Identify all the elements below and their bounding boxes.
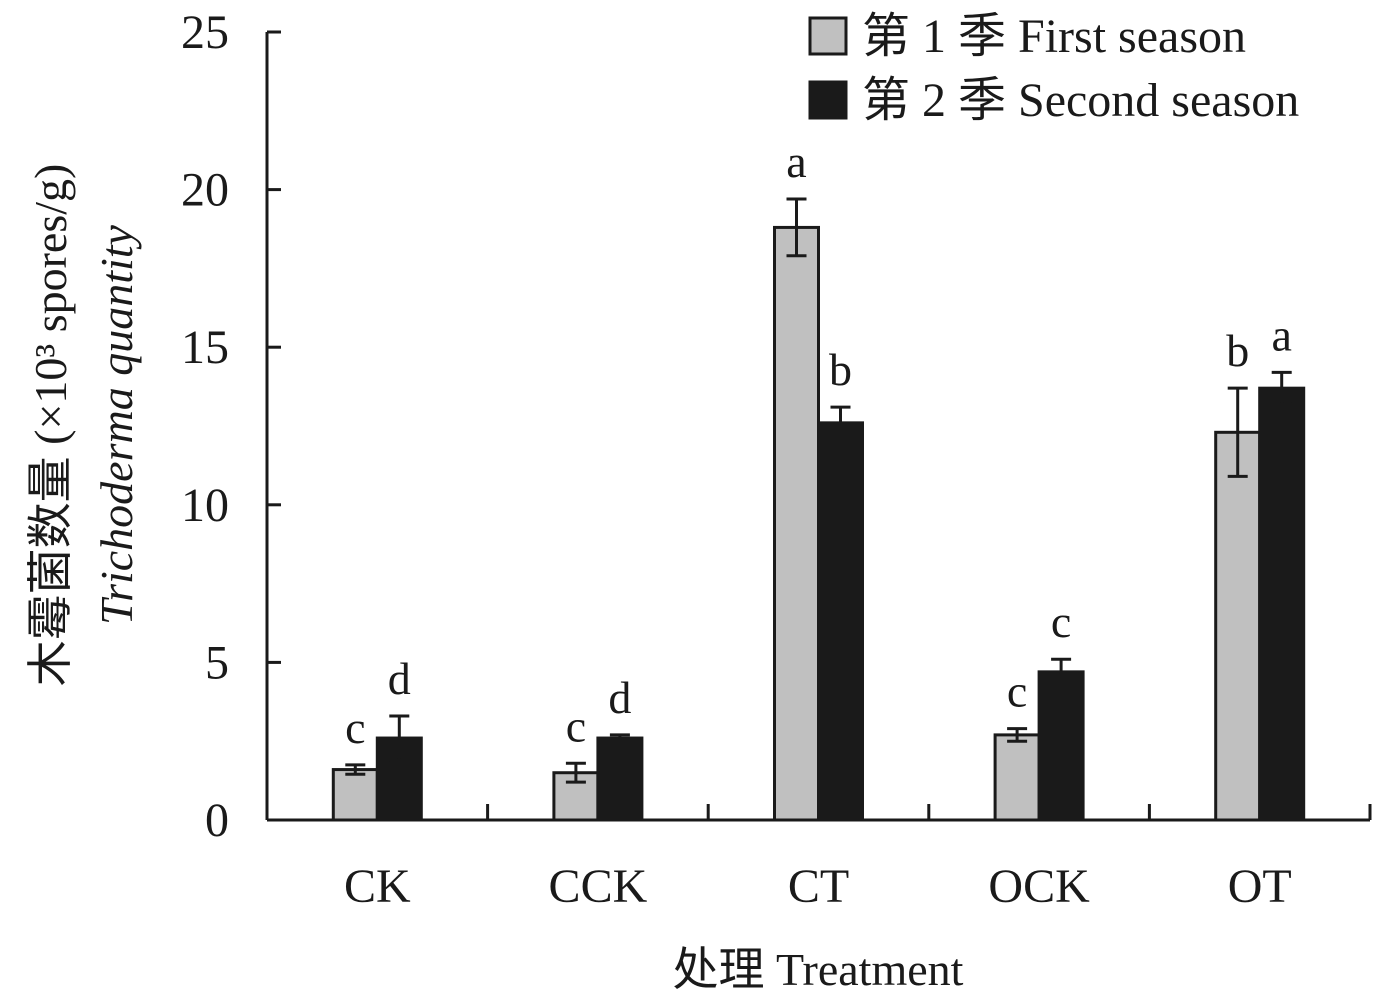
y-axis-label: 木霉菌数量 (×10³ spores/g) Trichoderma quanti… bbox=[25, 164, 142, 687]
bar-first-season bbox=[773, 225, 820, 822]
legend-label: 第 2 季 Second season bbox=[862, 74, 1299, 127]
y-tick-label: 20 bbox=[181, 164, 229, 217]
bar-second-season bbox=[1037, 670, 1085, 822]
significance-letter: c bbox=[1051, 596, 1071, 647]
y-axis-label-cn: 木霉菌数量 (×10³ spores/g) bbox=[25, 164, 76, 687]
axes: 0 5 10 15 20 25 CK CCK CT OCK OT bbox=[181, 6, 1372, 913]
bar-second-season bbox=[375, 736, 423, 822]
significance-letter: b bbox=[1226, 325, 1249, 376]
bar-first-season bbox=[1214, 430, 1262, 822]
bar-second-season bbox=[1258, 386, 1306, 822]
x-tick-label: CCK bbox=[549, 860, 648, 913]
significance-letter: c bbox=[345, 702, 365, 753]
significance-letter: c bbox=[566, 700, 586, 751]
y-tick-label: 10 bbox=[181, 479, 229, 532]
x-tick-label: CT bbox=[788, 860, 849, 913]
x-tick-label: OT bbox=[1228, 860, 1292, 913]
significance-letter: d bbox=[608, 672, 631, 723]
significance-letter: d bbox=[388, 653, 411, 704]
x-tick-label: OCK bbox=[988, 860, 1090, 913]
significance-letter: c bbox=[1007, 666, 1027, 717]
legend: 第 1 季 First season 第 2 季 Second season bbox=[808, 10, 1299, 127]
bar-second-season bbox=[596, 736, 644, 822]
significance-letter: a bbox=[1271, 309, 1291, 360]
legend-swatch bbox=[808, 16, 848, 56]
y-tick-label: 5 bbox=[205, 636, 229, 689]
y-tick-label: 0 bbox=[205, 794, 229, 847]
x-tick-label: CK bbox=[344, 860, 411, 913]
significance-letter: b bbox=[829, 344, 852, 395]
legend-swatch bbox=[808, 80, 848, 120]
y-tick-label: 15 bbox=[181, 321, 229, 374]
bar-first-season bbox=[993, 733, 1041, 822]
x-axis-label: 处理 Treatment bbox=[673, 944, 964, 995]
significance-letter: a bbox=[786, 136, 806, 187]
bar-first-season bbox=[331, 768, 379, 822]
legend-label: 第 1 季 First season bbox=[862, 10, 1246, 63]
y-axis-label-en: Trichoderma quantity bbox=[91, 224, 142, 625]
bar-second-season bbox=[817, 421, 864, 822]
y-tick-label: 25 bbox=[181, 6, 229, 59]
